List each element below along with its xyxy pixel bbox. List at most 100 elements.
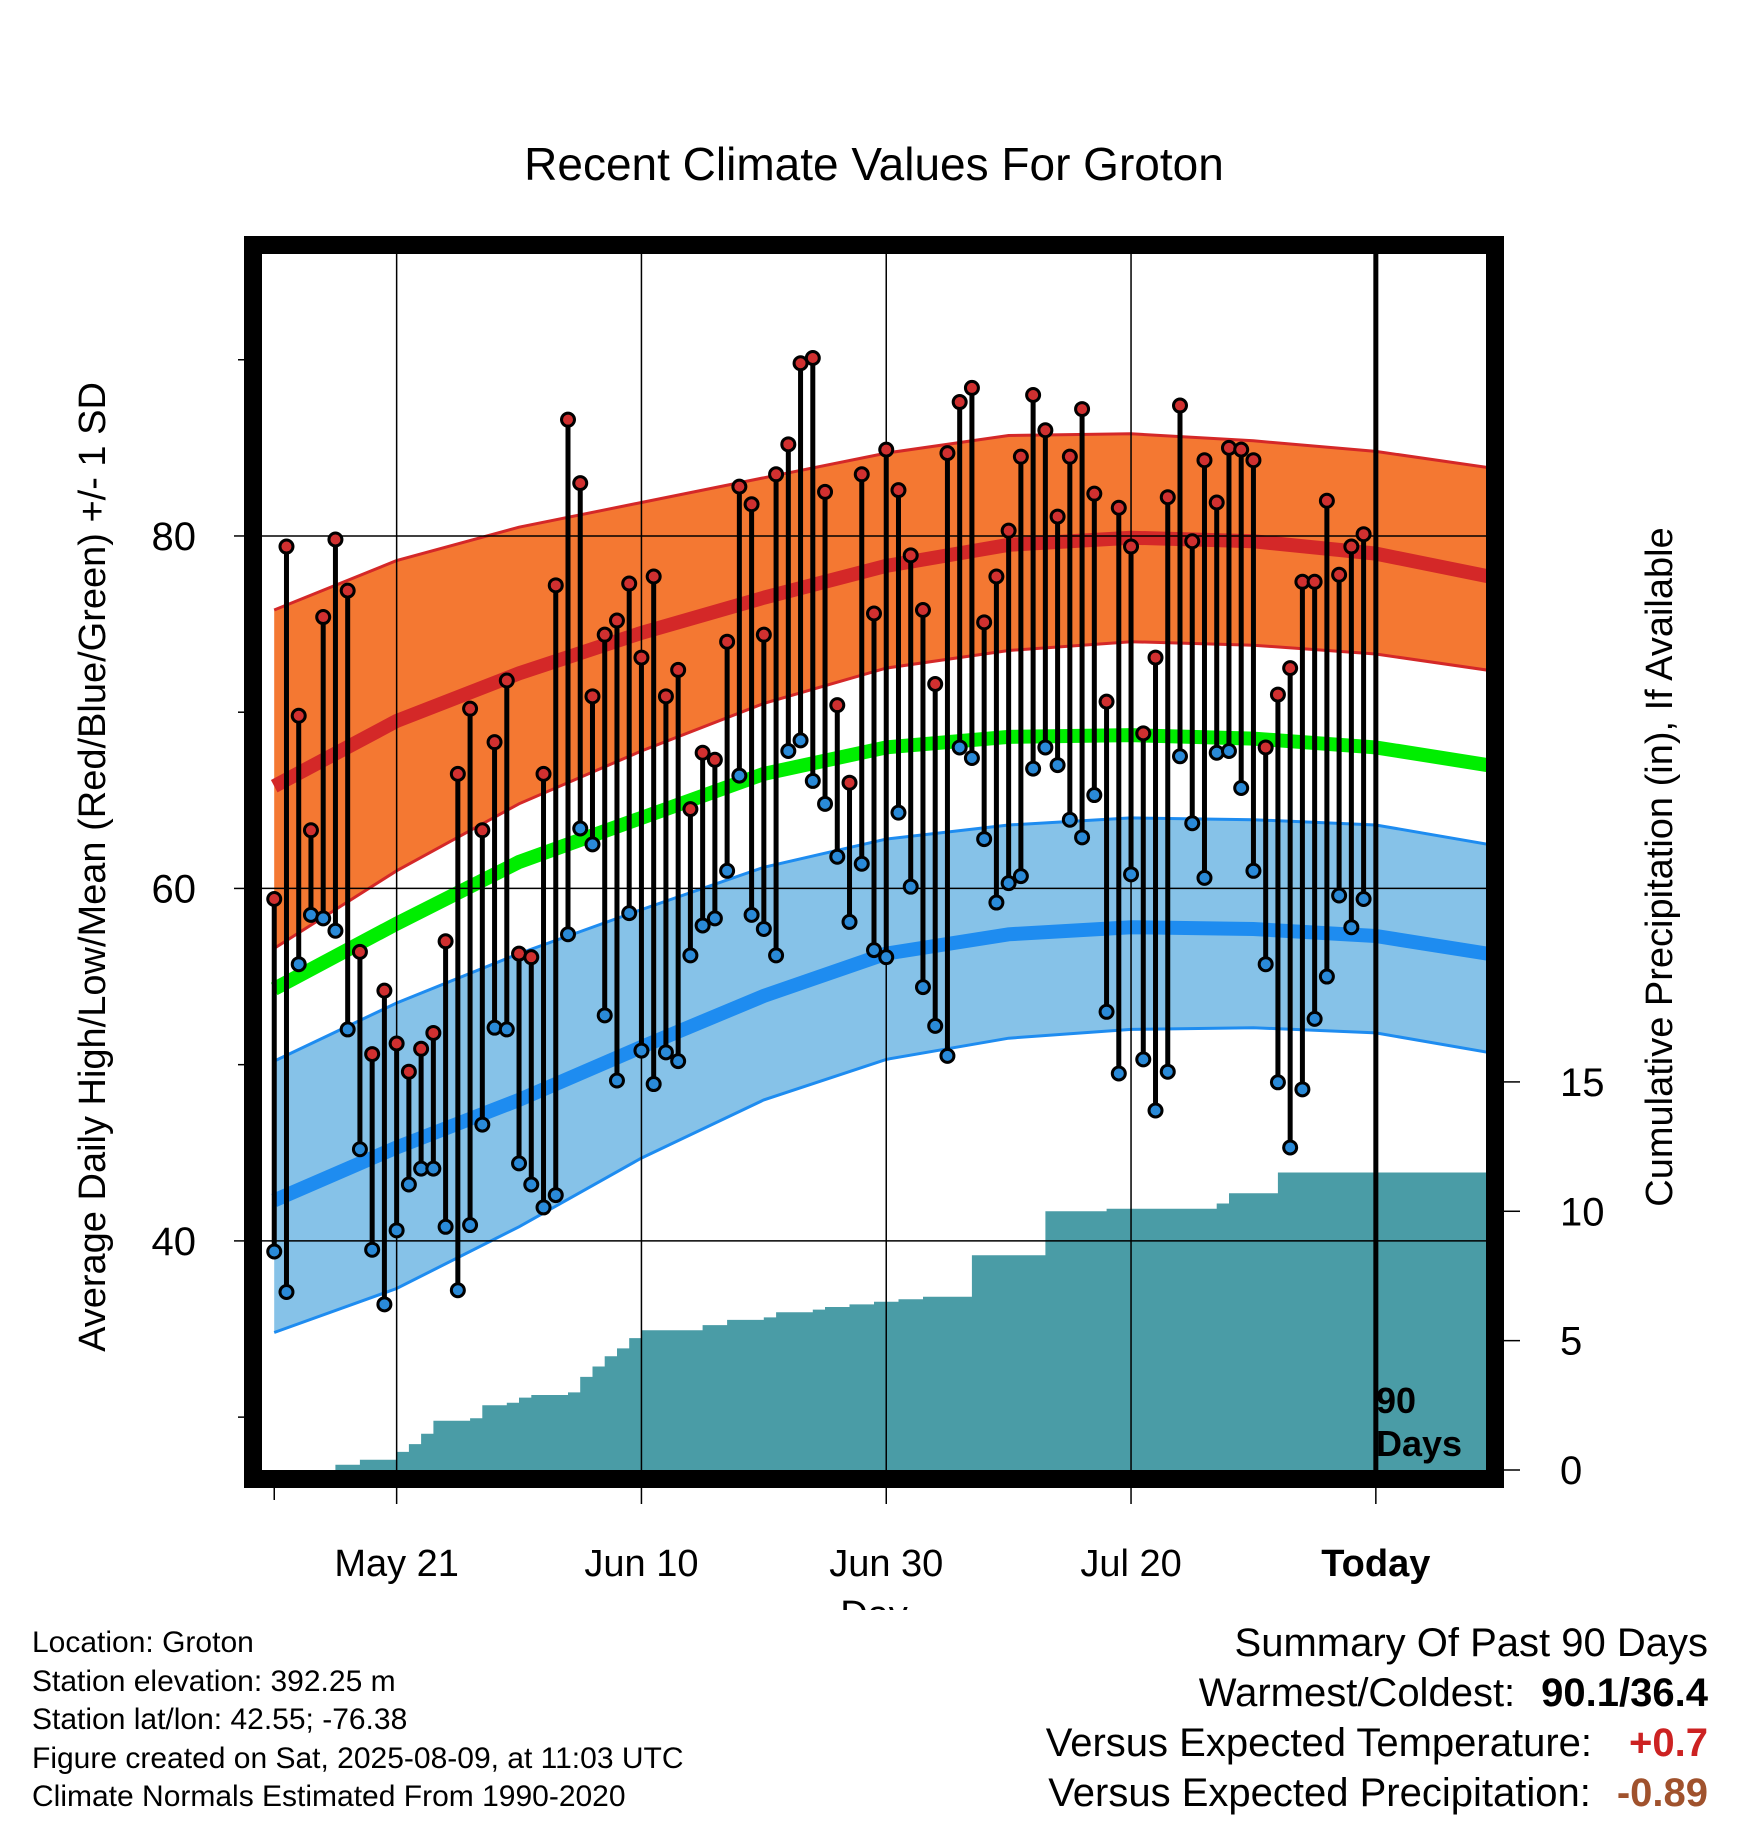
daily-high-point <box>572 475 589 492</box>
warmest-coldest-value: 90.1/36.4 <box>1541 1671 1708 1715</box>
precip-value: -0.89 <box>1616 1771 1708 1815</box>
daily-high-point <box>400 1063 417 1080</box>
daily-low-point <box>768 947 785 964</box>
summary-temperature: Versus Expected Temperature: +0.7 <box>1046 1718 1708 1768</box>
daily-high-point <box>1196 452 1213 469</box>
daily-low-point <box>866 942 882 959</box>
daily-high-point <box>462 700 479 717</box>
daily-low-point <box>596 1007 613 1024</box>
daily-high-point <box>1331 566 1348 583</box>
daily-high-point <box>743 496 760 513</box>
daily-high-point <box>1208 494 1225 511</box>
y2-axis-label: Cumulative Precipitation (in), If Availa… <box>1639 527 1681 1206</box>
daily-high-point <box>315 609 332 626</box>
daily-low-point <box>1025 760 1042 777</box>
daily-high-point <box>474 822 491 839</box>
daily-high-point <box>1343 538 1360 555</box>
daily-high-point <box>1061 448 1078 465</box>
daily-low-point <box>976 831 993 848</box>
daily-high-point <box>1049 508 1066 525</box>
daily-low-point <box>878 949 895 966</box>
plot-area <box>262 254 1486 1470</box>
daily-low-point <box>792 732 809 749</box>
daily-high-point <box>1135 725 1152 742</box>
daily-high-point <box>927 676 944 693</box>
daily-low-point <box>474 1116 491 1133</box>
daily-low-point <box>1196 869 1213 886</box>
daily-low-point <box>1318 968 1335 985</box>
daily-low-point <box>1012 868 1029 885</box>
daily-high-point <box>376 982 393 999</box>
daily-high-point <box>498 672 515 689</box>
daily-high-point <box>535 765 552 782</box>
daily-low-point <box>633 1042 650 1059</box>
daily-high-point <box>963 379 980 396</box>
daily-low-point <box>547 1187 564 1204</box>
daily-high-point <box>1282 660 1299 677</box>
daily-low-point <box>1123 866 1140 883</box>
daily-high-point <box>780 436 797 453</box>
daily-low-point <box>829 848 846 865</box>
daily-high-point <box>1184 533 1201 550</box>
daily-high-point <box>302 822 319 839</box>
daily-high-point <box>523 949 540 966</box>
daily-low-point <box>1306 1010 1323 1027</box>
normals-text: Climate Normals Estimated From 1990-2020 <box>32 1780 626 1813</box>
daily-low-point <box>278 1284 295 1301</box>
daily-high-point <box>988 568 1005 585</box>
daily-high-point <box>1269 686 1286 703</box>
daily-high-point <box>768 466 785 483</box>
daily-low-point <box>388 1222 405 1239</box>
daily-high-point <box>633 649 650 666</box>
precip-label: Versus Expected Precipitation: <box>1048 1771 1591 1815</box>
daily-high-point <box>878 441 895 458</box>
daily-low-point <box>988 894 1005 911</box>
daily-low-point <box>657 1044 674 1061</box>
daily-high-point <box>829 697 846 714</box>
precip-area <box>274 1172 1486 1470</box>
climate-chart: May 21 Jun 10 Jun 30 Jul 20 Today 40 60 80 0 5 10 1… <box>72 138 1681 1610</box>
daily-high-point <box>1012 448 1029 465</box>
daily-low-point <box>498 1021 515 1038</box>
station-info: Location: Groton Station elevation: 392.… <box>32 1624 684 1817</box>
daily-high-point <box>596 626 613 643</box>
daily-low-point <box>1098 1003 1115 1020</box>
daily-high-point <box>1098 693 1115 710</box>
daily-low-point <box>1135 1051 1152 1068</box>
daily-high-point <box>1355 526 1372 543</box>
location-text: Location: Groton <box>32 1626 254 1659</box>
daily-low-point <box>351 1141 368 1158</box>
temp-value: +0.7 <box>1629 1721 1708 1765</box>
low-sd-band <box>274 817 1486 1333</box>
daily-low-point <box>731 767 748 784</box>
daily-high-point <box>817 483 834 500</box>
daily-low-point <box>939 1047 956 1064</box>
daily-low-point <box>853 855 870 872</box>
daily-high-point <box>902 547 919 564</box>
daily-low-point <box>1147 1102 1164 1119</box>
daily-low-point <box>621 905 638 922</box>
daily-low-point <box>1343 919 1360 936</box>
daily-low-point <box>572 820 589 837</box>
daily-low-point <box>1086 787 1103 804</box>
daily-high-point <box>1123 538 1140 555</box>
x-axis-label: Day <box>840 1594 908 1610</box>
daily-low-point <box>511 1155 528 1172</box>
daily-low-point <box>719 862 736 879</box>
daily-high-point <box>1257 739 1274 756</box>
daily-high-point <box>388 1035 405 1052</box>
x-tick-label: Jun 10 <box>584 1543 698 1585</box>
daily-high-point <box>437 933 454 950</box>
x-tick-label: May 21 <box>334 1543 459 1585</box>
daily-high-point <box>645 568 662 585</box>
daily-low-point <box>1000 875 1017 892</box>
daily-low-point <box>608 1072 625 1089</box>
daily-high-point <box>890 482 907 499</box>
daily-low-point <box>927 1017 944 1034</box>
x-tick-label: Jul 20 <box>1080 1543 1181 1585</box>
daily-low-point <box>682 947 699 964</box>
daily-low-point <box>743 906 760 923</box>
daily-high-point <box>413 1040 430 1057</box>
daily-low-point <box>841 913 858 930</box>
daily-low-point <box>1294 1081 1311 1098</box>
